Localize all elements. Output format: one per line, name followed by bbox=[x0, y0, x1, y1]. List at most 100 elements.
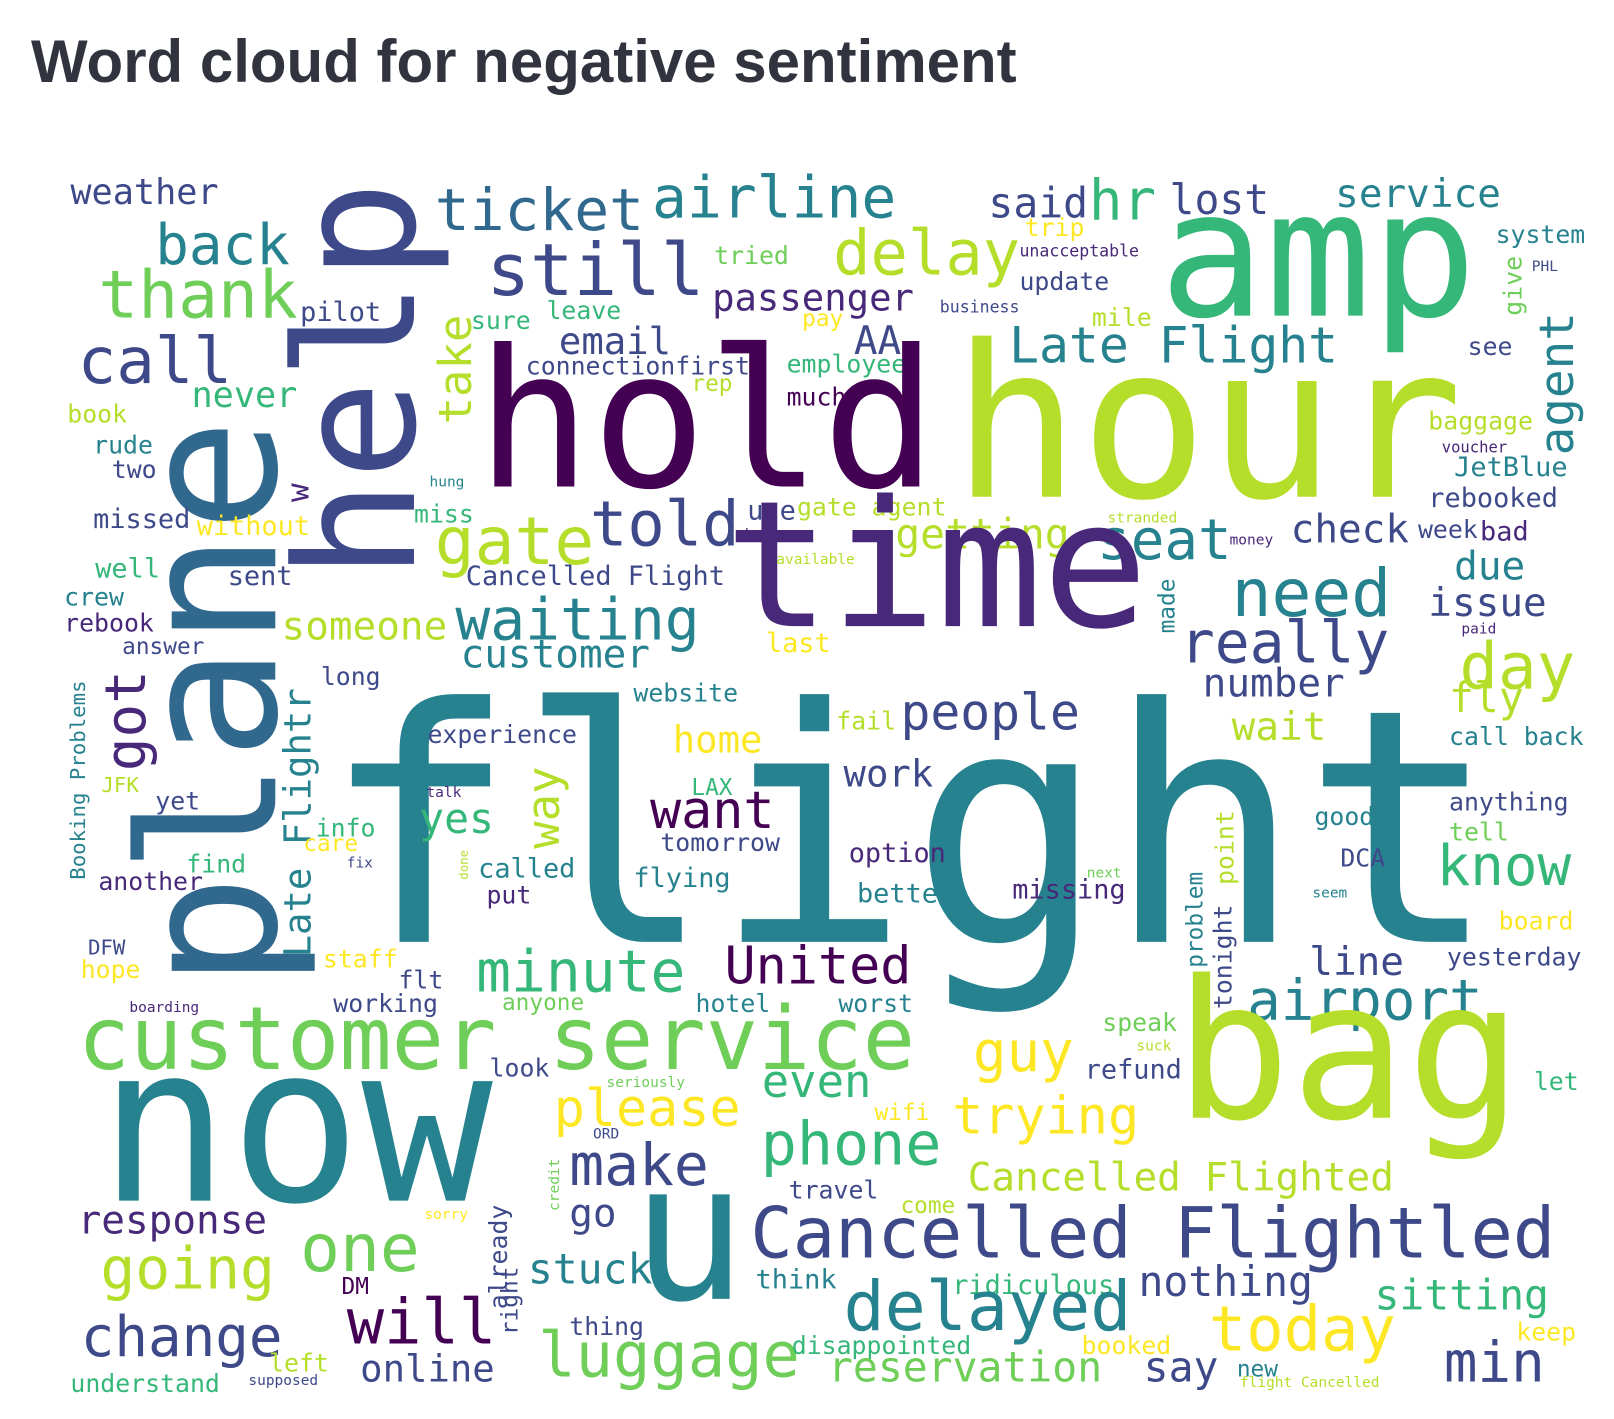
cloud-word: want bbox=[650, 781, 775, 841]
cloud-word: customer bbox=[461, 632, 650, 678]
cloud-word: home bbox=[673, 717, 763, 761]
cloud-word: hope bbox=[81, 955, 141, 984]
cloud-word: put bbox=[486, 881, 531, 910]
cloud-word: flight Cancelled bbox=[1240, 1375, 1380, 1391]
cloud-word: yes bbox=[419, 795, 494, 843]
title: Word cloud for negative sentiment bbox=[31, 28, 1017, 95]
cloud-word: tell bbox=[1449, 817, 1509, 846]
cloud-word: wifi bbox=[875, 1100, 930, 1126]
cloud-word: ridiculous bbox=[952, 1270, 1114, 1301]
cloud-word: sorry bbox=[424, 1207, 468, 1223]
cloud-word: system bbox=[1496, 220, 1586, 249]
cloud-word: unacceptable bbox=[1019, 242, 1139, 261]
cloud-word: LAX bbox=[691, 775, 732, 801]
cloud-word: even bbox=[762, 1055, 872, 1108]
cloud-word: experience bbox=[427, 720, 576, 749]
cloud-word: response bbox=[78, 1198, 267, 1244]
cloud-word: need bbox=[1232, 555, 1392, 632]
cloud-word: check bbox=[1291, 506, 1410, 552]
cloud-word: DM bbox=[342, 1274, 369, 1300]
cloud-word: business bbox=[940, 298, 1020, 317]
cloud-word: help bbox=[261, 181, 454, 580]
cloud-word: connectionfirst bbox=[526, 352, 750, 381]
cloud-word: staff bbox=[323, 945, 398, 974]
cloud-word: credit bbox=[547, 1159, 563, 1211]
cloud-word: make bbox=[569, 1131, 709, 1199]
cloud-word: voucher bbox=[1442, 438, 1507, 456]
cloud-word: customer service bbox=[78, 988, 915, 1090]
cloud-word: tarmac bbox=[743, 526, 795, 542]
cloud-word: lost bbox=[1170, 176, 1270, 224]
cloud-word: money bbox=[1230, 532, 1274, 548]
cloud-word: new bbox=[1237, 1357, 1278, 1383]
cloud-word: think bbox=[756, 1265, 837, 1296]
cloud-word: disappointed bbox=[792, 1331, 971, 1360]
cloud-word: suck bbox=[1136, 1039, 1171, 1055]
cloud-word: tried bbox=[714, 241, 789, 270]
cloud-word: DCA bbox=[1340, 843, 1385, 872]
cloud-word: yet bbox=[155, 786, 200, 815]
cloud-word: hung bbox=[430, 474, 465, 490]
cloud-word: AA bbox=[854, 318, 901, 364]
cloud-word: change bbox=[81, 1305, 283, 1370]
cloud-word: hotel bbox=[696, 989, 771, 1018]
cloud-word: plane bbox=[99, 418, 320, 988]
cloud-word: airline bbox=[652, 163, 896, 231]
cloud-word: hr bbox=[1089, 168, 1156, 233]
cloud-word: fail bbox=[836, 707, 896, 736]
cloud-word: take bbox=[429, 315, 482, 425]
cloud-word: option bbox=[849, 838, 946, 869]
cloud-word: will bbox=[347, 1285, 497, 1358]
cloud-word: rebooked bbox=[1428, 483, 1558, 514]
cloud-word: seat bbox=[1097, 508, 1232, 573]
cloud-word: gate agent bbox=[797, 492, 946, 521]
cloud-word: JFK bbox=[101, 773, 139, 797]
cloud-word: weather bbox=[70, 172, 218, 213]
cloud-word: travel bbox=[789, 1176, 879, 1205]
cloud-word: go bbox=[569, 1190, 616, 1236]
cloud-word: worst bbox=[838, 989, 913, 1018]
cloud-word: JetBlue bbox=[1454, 452, 1567, 483]
cloud-word: please bbox=[554, 1079, 741, 1139]
cloud-word: time bbox=[725, 464, 1149, 668]
cloud-word: update bbox=[1019, 267, 1109, 296]
cloud-word: got bbox=[94, 670, 159, 771]
cloud-word: pilot bbox=[300, 297, 381, 328]
cloud-word: call back bbox=[1449, 722, 1584, 751]
cloud-word: say bbox=[1144, 1344, 1219, 1392]
cloud-word: next bbox=[1087, 866, 1122, 882]
cloud-word: employee bbox=[787, 350, 907, 379]
cloud-word: website bbox=[633, 679, 738, 708]
cloud-word: ticket bbox=[435, 176, 644, 244]
cloud-word: fix bbox=[347, 855, 373, 871]
cloud-word: Booking Problems bbox=[66, 680, 90, 879]
cloud-word: now bbox=[98, 998, 493, 1253]
cloud-word: never bbox=[191, 375, 297, 416]
cloud-word: service bbox=[1335, 171, 1501, 217]
cloud-word: crew bbox=[64, 582, 124, 611]
cloud-word: well bbox=[95, 554, 160, 585]
cloud-word: guy bbox=[973, 1020, 1074, 1085]
cloud-word: Cancelled Flightled bbox=[750, 1193, 1555, 1275]
cloud-word: anything bbox=[1449, 787, 1569, 816]
cloud-word: miss bbox=[414, 500, 474, 529]
cloud-word: already bbox=[484, 1205, 513, 1310]
cloud-word: called bbox=[478, 854, 575, 885]
cloud-word: rude bbox=[93, 430, 153, 459]
cloud-word: min bbox=[1444, 1331, 1545, 1396]
cloud-word: missed bbox=[93, 504, 190, 535]
cloud-word: u bbox=[631, 1122, 746, 1345]
word-cloud: weather ticket airline said hr lost serviceamp… bbox=[64, 154, 1585, 1398]
cloud-word: booked bbox=[1082, 1331, 1172, 1360]
cloud-word: United bbox=[725, 936, 912, 996]
cloud-word: last bbox=[766, 628, 831, 659]
cloud-word: anyone bbox=[502, 990, 584, 1016]
cloud-word: sent bbox=[228, 561, 293, 592]
cloud-word: people bbox=[900, 684, 1079, 742]
cloud-word: pay bbox=[802, 306, 843, 332]
cloud-word: way bbox=[517, 766, 570, 848]
cloud-word: sure bbox=[471, 306, 531, 335]
cloud-word: Late Flightr bbox=[276, 688, 320, 957]
